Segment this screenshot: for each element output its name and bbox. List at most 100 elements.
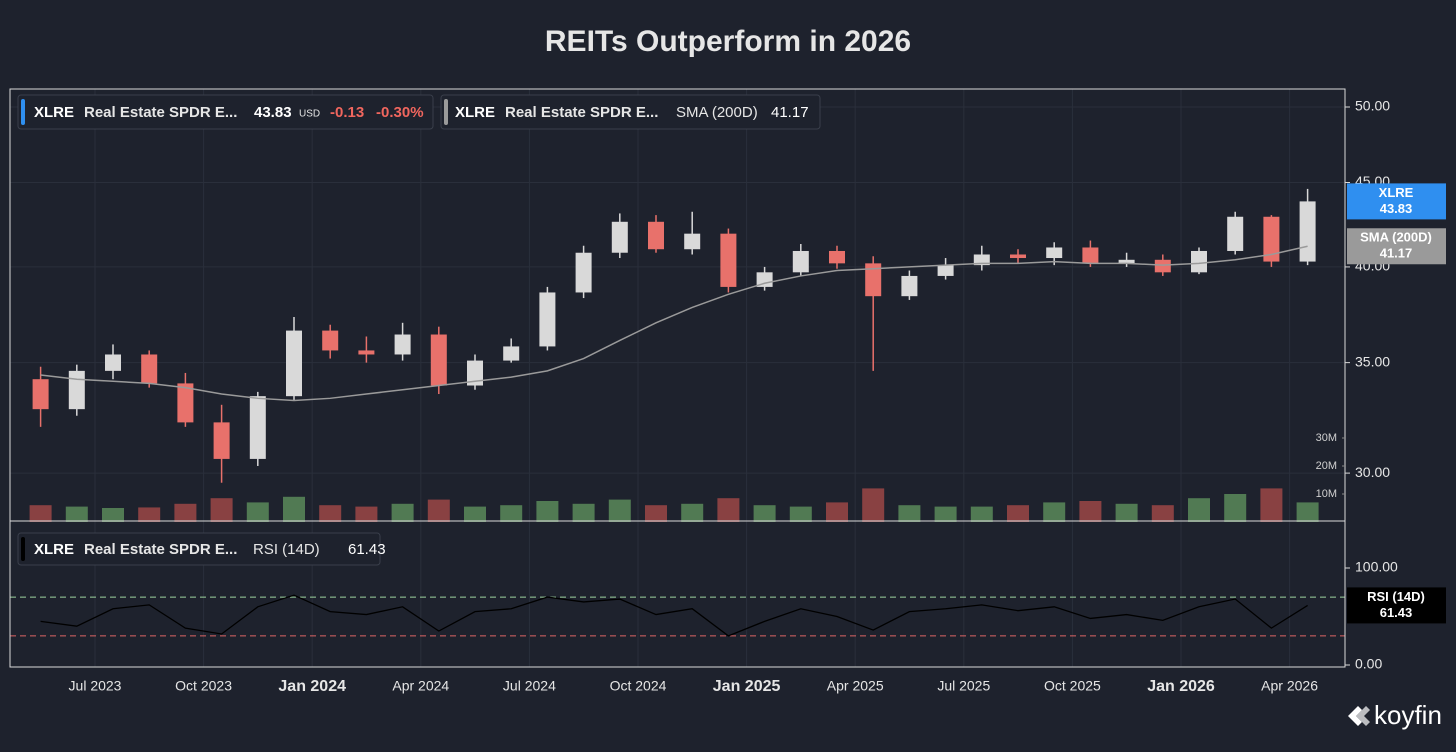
- candle-body: [467, 360, 483, 386]
- legend-name: Real Estate SPDR E...: [84, 541, 237, 558]
- volume-bar: [608, 499, 631, 522]
- candle-body: [1191, 250, 1207, 273]
- chart-title: REITs Outperform in 2026: [545, 25, 911, 58]
- volume-bar: [970, 506, 993, 522]
- volume-bar: [500, 505, 523, 522]
- y-tick-label: 50.00: [1355, 98, 1390, 114]
- volume-bar: [319, 505, 342, 522]
- plot-frame: [9, 88, 1346, 668]
- candle-body: [575, 252, 592, 293]
- y-tick-label: 30.00: [1355, 464, 1390, 480]
- volume-bar: [246, 502, 269, 522]
- sma-line: [40, 245, 1308, 402]
- value-badge: [1347, 587, 1446, 624]
- volume-bar: [934, 506, 957, 522]
- candle-body: [503, 346, 520, 361]
- candle-body: [358, 350, 375, 355]
- value-badge: [1347, 228, 1446, 265]
- volume-bar: [391, 503, 414, 522]
- x-tick-label: Apr 2026: [1261, 678, 1318, 694]
- candle-body: [973, 254, 990, 266]
- candle-body: [1263, 216, 1280, 262]
- volume-bar: [1007, 505, 1029, 522]
- volume-bar: [717, 498, 740, 522]
- legend-price: 43.83: [254, 104, 292, 121]
- volume-bar: [1296, 502, 1319, 522]
- volume-bar: [1188, 498, 1210, 522]
- legend-indicator: SMA (200D): [676, 104, 758, 121]
- volume-bar: [464, 506, 486, 522]
- candle-body: [177, 383, 194, 423]
- volume-bar: [826, 502, 848, 522]
- badge-name: XLRE: [1379, 185, 1414, 200]
- volume-bar: [753, 505, 776, 522]
- brand-name: koyfin: [1374, 700, 1442, 730]
- legend-currency: USD: [299, 109, 320, 120]
- candle-body: [105, 354, 121, 371]
- badge-name: RSI (14D): [1367, 589, 1425, 604]
- legend-value: 41.17: [771, 104, 809, 121]
- x-tick-label: Jul 2024: [503, 678, 556, 694]
- x-tick-label: Jan 2026: [1147, 678, 1215, 695]
- volume-bar: [1260, 488, 1283, 522]
- legend-symbol: XLRE: [34, 541, 74, 558]
- volume-bar: [789, 506, 812, 522]
- x-tick-label: Oct 2025: [1044, 678, 1101, 694]
- candle-body: [141, 354, 158, 384]
- volume-bar: [1224, 494, 1247, 522]
- x-tick-label: Oct 2023: [175, 678, 232, 694]
- volume-bar: [29, 505, 52, 522]
- badge-value: 43.83: [1380, 201, 1413, 216]
- x-tick-label: Jul 2023: [69, 678, 122, 694]
- volume-bar: [681, 503, 704, 522]
- candle-body: [611, 221, 628, 253]
- badge-value: 61.43: [1380, 605, 1413, 620]
- candle-body: [829, 250, 845, 264]
- candle-body: [1118, 259, 1135, 264]
- volume-bar: [210, 498, 233, 522]
- volume-bar: [1079, 501, 1102, 522]
- volume-bar: [138, 507, 161, 522]
- legend-indicator: RSI (14D): [253, 541, 320, 558]
- candle-body: [430, 334, 447, 386]
- legend-swatch: [444, 99, 448, 125]
- candle-body: [1046, 247, 1063, 259]
- logo-icon: [1348, 706, 1362, 726]
- candle-body: [865, 263, 882, 297]
- candle-body: [1227, 216, 1244, 251]
- x-tick-label: Jan 2025: [713, 678, 781, 695]
- volume-bar: [862, 488, 885, 522]
- plot: [10, 188, 1345, 637]
- candle-body: [68, 370, 85, 410]
- y-tick-label: 0.00: [1355, 656, 1382, 672]
- x-tick-label: Apr 2025: [827, 678, 884, 694]
- candle-body: [32, 379, 49, 410]
- volume-bar: [355, 506, 378, 522]
- logo-icon: [1356, 706, 1370, 726]
- candle-body: [286, 330, 302, 397]
- legend-symbol: XLRE: [34, 104, 74, 121]
- candle-body: [901, 275, 918, 297]
- volume-bar: [283, 496, 305, 522]
- brand-logo: [1348, 706, 1370, 726]
- candle-body: [937, 265, 954, 276]
- legend-swatch: [21, 537, 25, 561]
- value-badge: [1347, 183, 1446, 220]
- candle-body: [684, 233, 701, 250]
- volume-bar: [1043, 502, 1066, 522]
- candle-body: [394, 334, 411, 355]
- legend-name: Real Estate SPDR E...: [505, 104, 658, 121]
- legend-change-pct: -0.30%: [376, 104, 424, 121]
- x-tick-label: Jan 2024: [278, 678, 346, 695]
- y-tick-label: 100.00: [1355, 559, 1398, 575]
- volume-tick-label: 20M: [1316, 460, 1337, 472]
- volume-bar: [645, 505, 667, 522]
- volume-bar: [427, 499, 450, 522]
- candle-body: [322, 330, 339, 351]
- candle-body: [1082, 247, 1099, 264]
- legend-box: [17, 94, 434, 130]
- volume-bar: [572, 503, 595, 522]
- volume-bar: [65, 506, 88, 522]
